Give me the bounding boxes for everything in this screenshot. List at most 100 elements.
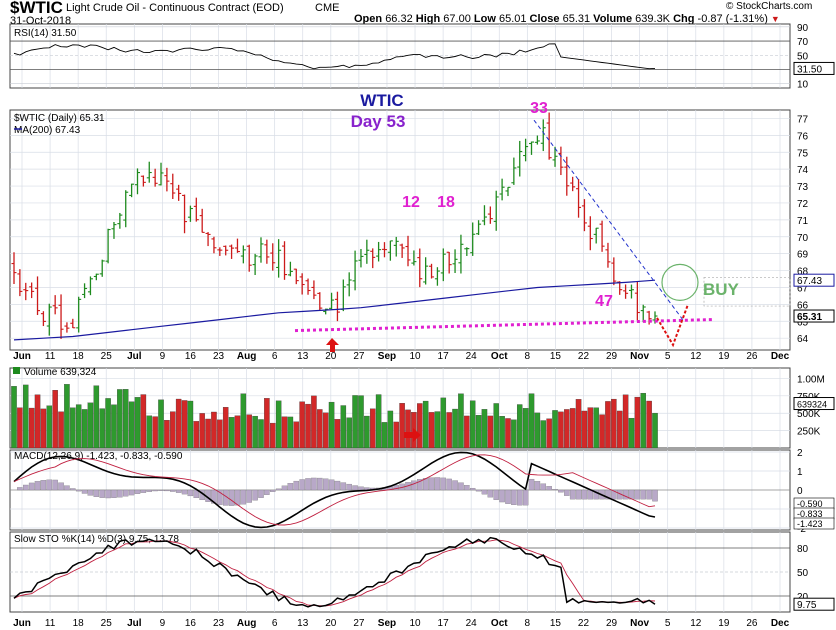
high-label: High <box>415 13 441 25</box>
volume-bar <box>105 398 111 449</box>
macd-histogram-bar <box>299 479 305 491</box>
exchange: CME <box>315 2 340 14</box>
ohlc-summary: Open 66.32 High 67.00 Low 65.01 Close 65… <box>354 13 780 25</box>
macd-histogram-bar <box>493 489 499 500</box>
volume-bar <box>581 410 588 449</box>
macd-histogram-bar <box>140 489 147 493</box>
volume-bar <box>405 409 411 449</box>
volume-bar <box>164 420 170 449</box>
volume-bar <box>217 419 223 449</box>
volume-bar <box>493 403 499 449</box>
volume-arrow-icon <box>404 428 421 442</box>
volume-bar <box>246 414 252 449</box>
volume-bar <box>511 419 517 449</box>
rsi-label: RSI(14) 31.50 <box>14 28 77 39</box>
volume-bar <box>534 412 541 449</box>
volume-bar <box>475 415 482 449</box>
volume-bar <box>522 408 529 449</box>
volume-bar <box>70 407 76 449</box>
rsi-line <box>13 43 656 70</box>
macd-histogram-bar <box>334 480 341 491</box>
x-tick-label: 13 <box>297 351 309 362</box>
sto-k-line <box>13 536 656 608</box>
x-tick-label: 12 <box>690 351 702 362</box>
macd-histogram-bar <box>117 489 123 498</box>
macd-histogram-bar <box>328 479 335 491</box>
volume-bar <box>152 416 158 449</box>
macd-histogram-bar <box>146 489 153 492</box>
macd-histogram-bar <box>122 489 129 497</box>
volume-bar <box>64 384 70 449</box>
macd-histogram-bar <box>311 477 317 491</box>
volume-bar <box>540 420 547 449</box>
cycle-count-label: 47 <box>595 293 613 310</box>
volume-bar <box>187 400 194 449</box>
instrument-name: Light Crude Oil - Continuous Contract (E… <box>66 2 284 14</box>
macd-histogram-bar <box>46 479 53 491</box>
price-tick-label: 73 <box>797 182 809 193</box>
x-tick-label: Sep <box>378 351 396 362</box>
x-tick-label: 26 <box>746 618 758 629</box>
volume-bar <box>240 393 247 449</box>
projection-v <box>656 304 689 348</box>
price-tick-label: 71 <box>797 216 809 227</box>
macd-histogram-bar <box>270 489 276 492</box>
chg-value: -0.87 (-1.31%) <box>697 13 768 25</box>
cycle-count-label: 18 <box>437 194 455 211</box>
x-tick-label: 23 <box>213 618 225 629</box>
volume-bar <box>275 400 282 449</box>
volume-bar <box>305 403 311 449</box>
x-tick-label: 12 <box>690 618 702 629</box>
volume-bar <box>322 412 329 449</box>
x-tick-label: 10 <box>409 618 421 629</box>
price-tick-label: 77 <box>797 114 809 125</box>
volume-bar <box>23 384 29 449</box>
x-tick-label: Jul <box>127 351 142 362</box>
buy-zone-circle <box>661 263 699 301</box>
macd-tick-label: 0 <box>797 486 803 497</box>
price-tick-label: 75 <box>797 148 809 159</box>
volume-bar <box>516 404 523 449</box>
volume-bar <box>58 411 64 449</box>
x-tick-label: 20 <box>325 618 337 629</box>
symbol: $WTIC <box>10 0 63 17</box>
buy-label: BUY <box>703 280 740 299</box>
close-value-tag <box>793 309 835 323</box>
macd-tick-label: 2 <box>797 448 803 459</box>
macd-histogram-bar <box>552 489 558 491</box>
macd-histogram-bar <box>317 477 323 491</box>
macd-histogram-bar <box>546 486 552 491</box>
x-tick-label: Sep <box>378 618 396 629</box>
macd-histogram-bar <box>322 478 329 491</box>
volume-bar <box>481 409 488 449</box>
ma-value-tag <box>793 273 835 287</box>
x-tick-label: 27 <box>353 351 365 362</box>
sto-label: Slow STO %K(14) %D(3) 9.75, 13.78 <box>14 534 179 545</box>
x-tick-label: Nov <box>630 618 649 629</box>
volume-bar <box>428 412 435 449</box>
copyright: © StockCharts.com <box>726 1 813 12</box>
macd-histogram-bar <box>211 489 217 504</box>
volume-bar <box>611 398 617 449</box>
volume-tick-label: 250K <box>797 427 821 438</box>
macd-histogram-bar <box>358 486 364 491</box>
macd-histogram-bar <box>481 489 488 495</box>
x-tick-label: 11 <box>45 351 56 362</box>
rsi-tick-label: 10 <box>797 80 809 91</box>
panel-price <box>9 109 791 351</box>
x-tick-label: Oct <box>491 618 508 629</box>
volume-bar <box>146 415 153 449</box>
x-tick-label: 9 <box>160 618 166 629</box>
x-tick-label: Dec <box>771 618 790 629</box>
volume-bar <box>328 401 335 449</box>
macd-histogram-bar <box>505 489 511 504</box>
volume-bar <box>393 421 399 449</box>
macd-histogram-bar <box>464 485 470 491</box>
chart-header: $WTIC Light Crude Oil - Continuous Contr… <box>0 0 836 18</box>
macd-histogram-bar <box>446 478 452 491</box>
x-tick-label: Dec <box>771 351 790 362</box>
close-value-tag-text: 65.31 <box>797 312 822 323</box>
macd-histogram-bar <box>99 489 105 498</box>
price-tick-label: 66 <box>797 300 809 311</box>
